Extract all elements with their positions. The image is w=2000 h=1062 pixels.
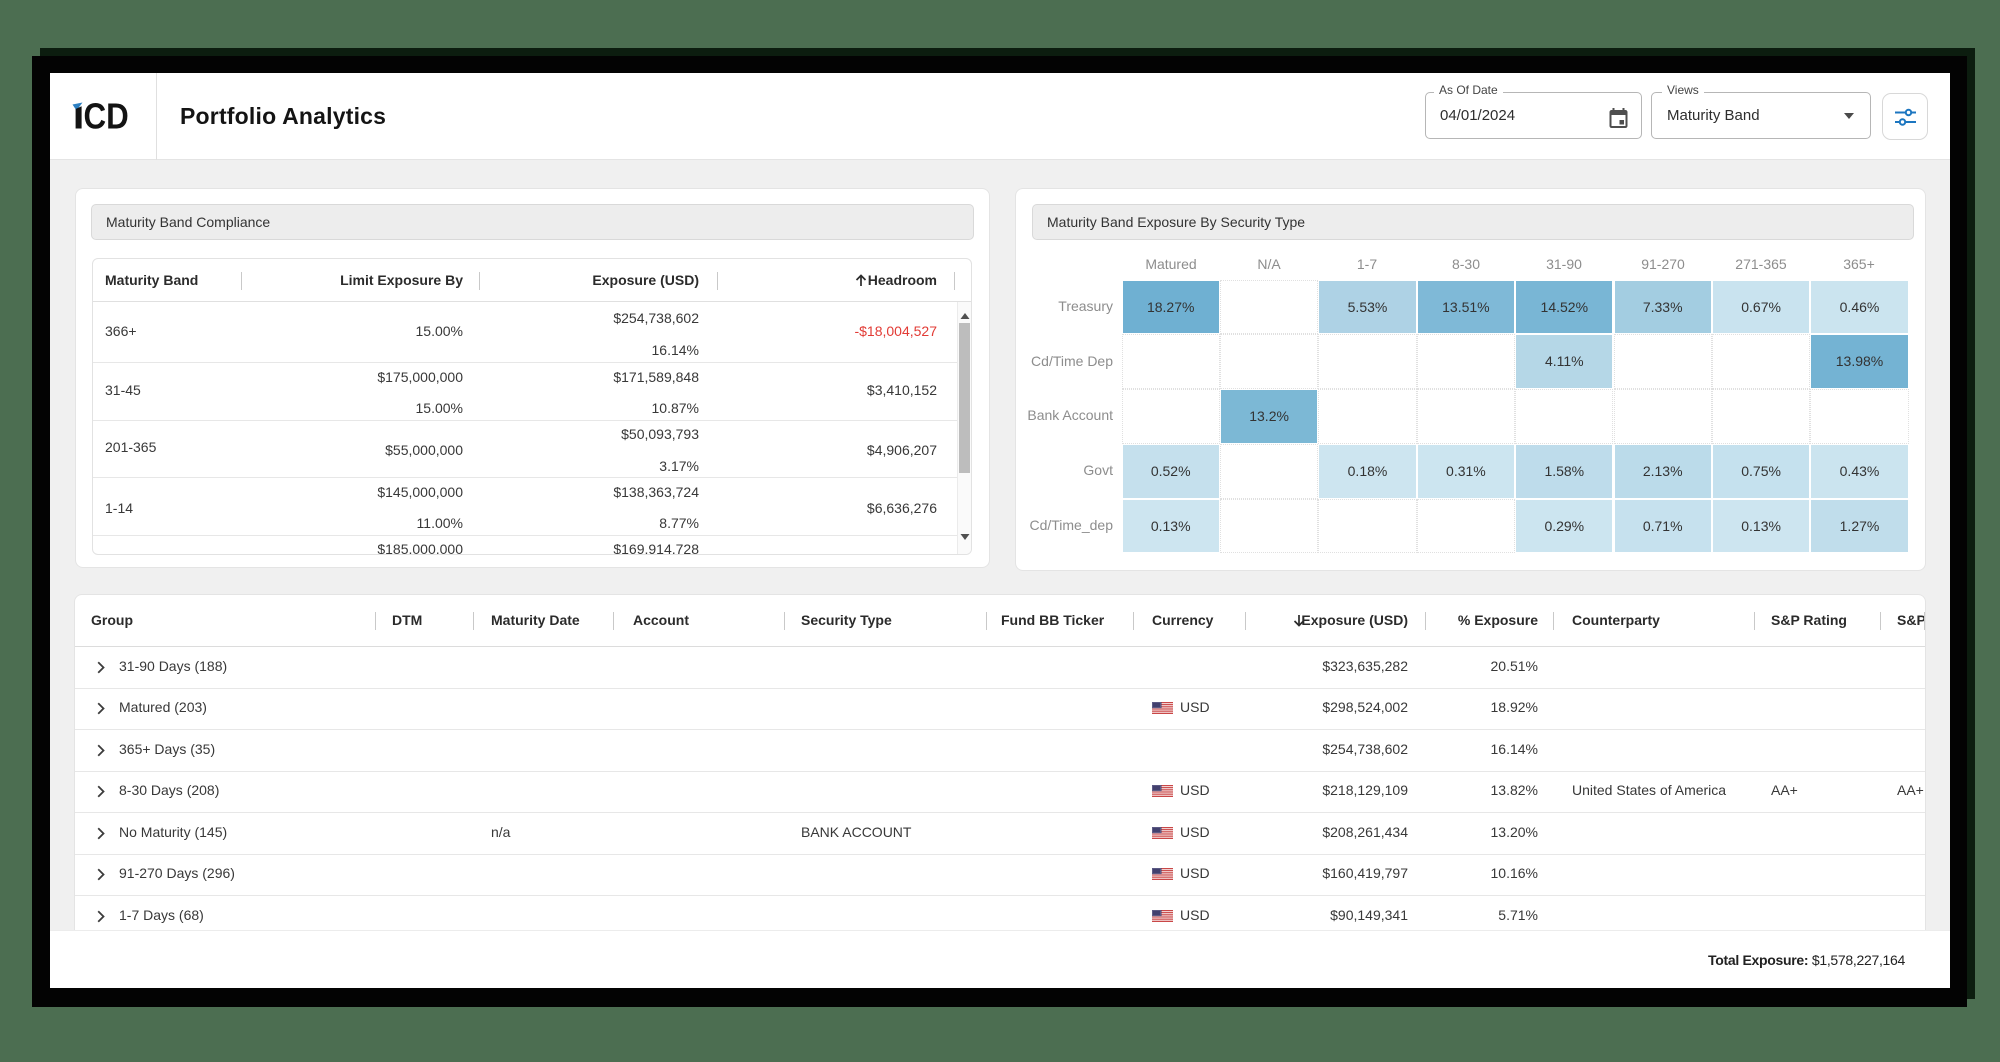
svg-text:CD: CD xyxy=(84,102,129,130)
